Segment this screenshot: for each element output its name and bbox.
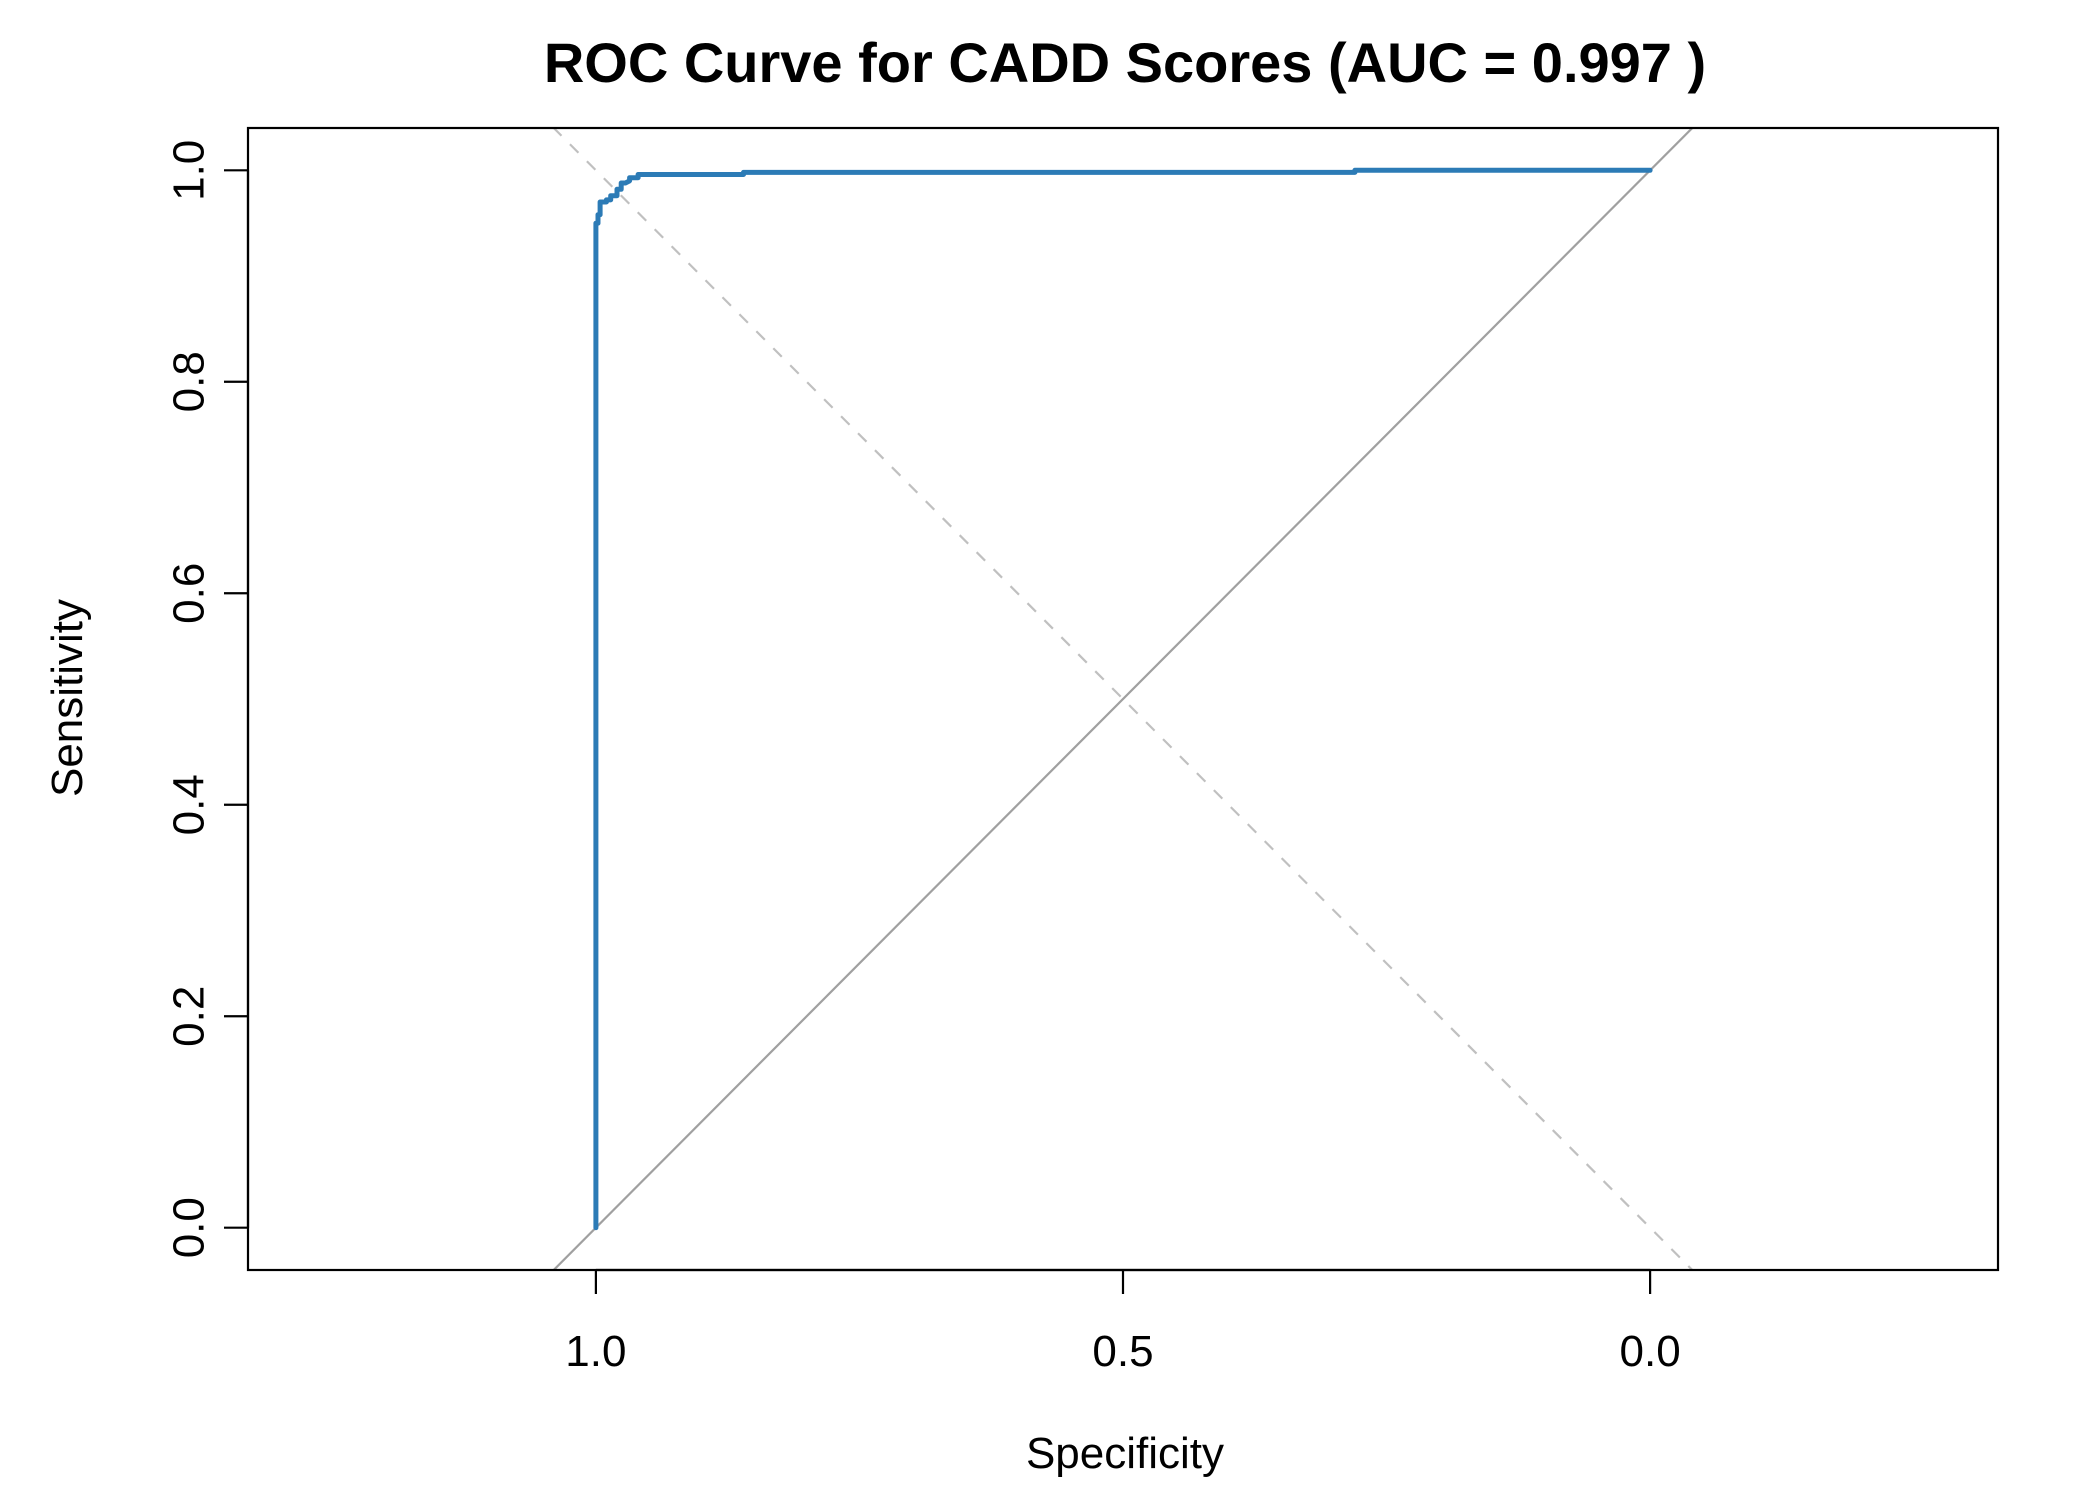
x-tick-label: 0.0 (1620, 1327, 1681, 1376)
x-tick-label: 1.0 (565, 1327, 626, 1376)
chart-title: ROC Curve for CADD Scores (AUC = 0.997 ) (544, 31, 1706, 94)
y-tick-label: 0.2 (165, 986, 214, 1047)
roc-curve-line (593, 167, 1653, 1231)
y-axis-label: Sensitivity (43, 599, 92, 797)
y-tick-label: 0.0 (165, 1197, 214, 1258)
x-axis-label: Specificity (1026, 1429, 1224, 1478)
y-tick-label: 1.0 (165, 140, 214, 201)
y-tick-label: 0.8 (165, 351, 214, 412)
chance-diagonal-line (552, 128, 1694, 1270)
x-tick-label: 0.5 (1092, 1327, 1153, 1376)
plot-area (552, 128, 1694, 1270)
y-tick-label: 0.4 (165, 774, 214, 835)
y-tick-label: 0.6 (165, 563, 214, 624)
